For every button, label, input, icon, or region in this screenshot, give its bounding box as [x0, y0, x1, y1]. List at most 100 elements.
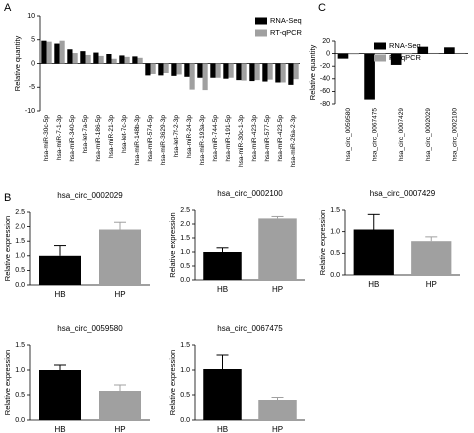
bar [176, 63, 182, 75]
panel-letter: C [318, 2, 326, 14]
y-axis-label: Relative expression [318, 210, 327, 275]
bar [54, 43, 60, 64]
bar [249, 63, 255, 82]
y-tick-label: 0.0 [15, 282, 25, 289]
y-tick-label: 2.0 [180, 221, 190, 228]
y-tick-label: -10 [25, 108, 35, 115]
x-tick-label: hsa-miR-24-3p [186, 115, 193, 158]
y-tick-label: 0.0 [15, 417, 25, 424]
chart-title: hsa_circ_0007429 [370, 189, 436, 198]
panel-letter: B [4, 192, 11, 204]
y-tick-label: 0.5 [330, 250, 340, 257]
x-tick-label: hsa_circ_0067475 [372, 108, 379, 162]
x-tick-label: HB [368, 280, 379, 289]
bar [254, 63, 260, 81]
bar [59, 40, 65, 64]
bar [236, 63, 242, 81]
x-tick-label: hsa_circ_0059580 [345, 108, 352, 162]
legend-label: RT-qPCR [389, 53, 422, 62]
bar [364, 53, 375, 100]
y-axis-label: Relative quantity [308, 45, 317, 101]
x-tick-label: HB [217, 425, 228, 433]
x-tick-label: hsa-let-7f-2-3p [173, 115, 180, 158]
x-tick-label: hsa-miR-744-5p [212, 115, 219, 162]
x-tick-label: HP [114, 425, 125, 433]
x-tick-label: hsa-miR-423-3p [251, 115, 258, 162]
x-tick-label: hsa_circ_0007429 [398, 108, 405, 162]
chart-title: hsa_circ_0002029 [57, 191, 123, 200]
x-tick-label: hsa-miR-7-1-3p [56, 115, 63, 161]
bar [411, 241, 452, 275]
y-tick-label: 0.5 [15, 392, 25, 399]
x-tick-label: HP [272, 425, 283, 433]
bar [203, 369, 242, 420]
y-tick-label: 2.5 [15, 209, 25, 216]
y-tick-label: 0 [326, 50, 330, 57]
bar [401, 53, 413, 55]
bar [197, 63, 203, 78]
bar [39, 255, 81, 285]
y-axis-label: Relative expression [168, 350, 177, 415]
y-axis-label: Relative expression [3, 350, 12, 415]
y-tick-label: 0.5 [180, 263, 190, 270]
bar [353, 229, 394, 275]
bar [99, 391, 141, 420]
bar [189, 63, 195, 90]
y-tick-label: 20 [322, 38, 330, 45]
y-axis-label: Relative expression [168, 212, 177, 277]
y-tick-label: 0.5 [180, 392, 190, 399]
legend-label: RNA-Seq [389, 41, 421, 50]
y-tick-label: -5 [29, 84, 35, 91]
y-tick-label: 0.0 [180, 417, 190, 424]
bar [258, 218, 297, 280]
y-tick-label: 1.5 [180, 235, 190, 242]
y-tick-label: 1.5 [180, 342, 190, 349]
bar [267, 63, 273, 80]
y-tick-label: 1.0 [15, 253, 25, 260]
y-tick-label: 0.5 [15, 267, 25, 274]
x-tick-label: hsa-miR-21-3p [108, 115, 115, 158]
bar [150, 63, 156, 74]
legend-swatch [255, 29, 267, 37]
bar [80, 51, 86, 64]
y-tick-label: 5 [31, 37, 35, 44]
y-tick-label: 1.0 [15, 367, 25, 374]
bar [132, 56, 138, 64]
y-tick-label: 1.5 [330, 207, 340, 214]
bar [390, 53, 402, 65]
bar [428, 52, 439, 54]
y-axis-label: Relative quantity [13, 36, 22, 92]
bar [67, 49, 73, 64]
chart-title: hsa_circ_0067475 [217, 324, 283, 333]
bar [124, 56, 130, 64]
legend-swatch [374, 54, 386, 62]
bar [119, 55, 125, 64]
x-tick-label: hsa-miR-30c-1-3p [238, 115, 245, 167]
x-tick-label: HP [426, 280, 437, 289]
bar [184, 63, 190, 77]
x-tick-label: hsa-miR-193a-3p [199, 115, 206, 166]
bar [417, 46, 429, 54]
x-tick-label: hsa-miR-191-5p [225, 115, 232, 162]
bar [106, 54, 112, 64]
bar [93, 52, 99, 64]
y-tick-label: 1.0 [180, 249, 190, 256]
y-tick-label: 2.0 [15, 223, 25, 230]
x-tick-label: hsa-let-7a-5p [82, 115, 89, 154]
x-tick-label: hsa-miR-26a-2-3p [290, 115, 297, 168]
bar [241, 63, 247, 81]
bar [280, 63, 286, 83]
bar [137, 57, 143, 64]
legend-label: RNA-Seq [270, 16, 302, 25]
bar [46, 41, 52, 64]
bar [163, 63, 169, 73]
x-tick-label: HP [114, 290, 125, 299]
x-tick-label: hsa-miR-423-5p [277, 115, 284, 162]
bar [111, 58, 117, 64]
x-tick-label: hsa-miR-186-5p [95, 115, 102, 162]
bar [215, 63, 221, 78]
bar [223, 63, 229, 79]
y-tick-label: 1.5 [15, 238, 25, 245]
bar [262, 63, 268, 82]
y-tick-label: 10 [27, 13, 35, 20]
